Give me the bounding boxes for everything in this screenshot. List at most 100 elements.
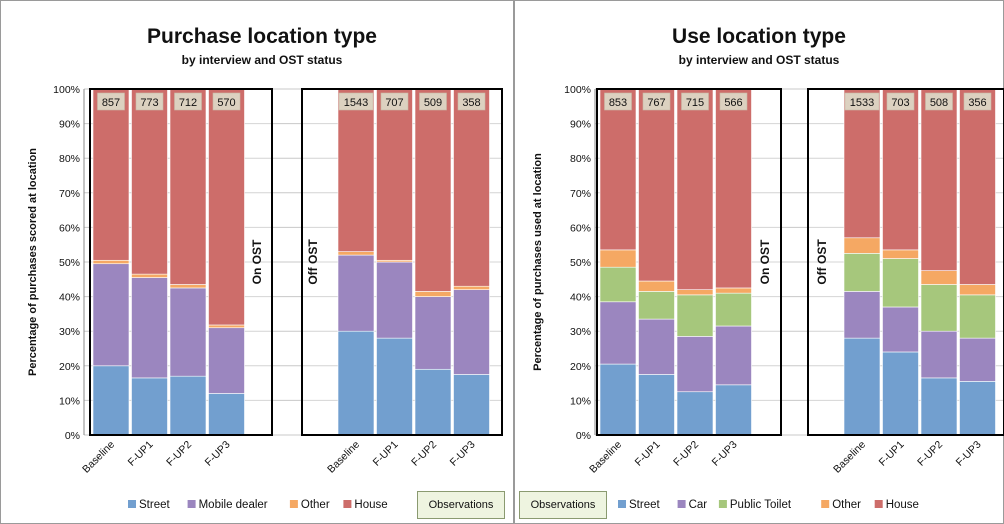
bar-segment-other-baseline (843, 237, 881, 254)
y-tick-label: 0% (65, 430, 80, 442)
x-tick-label: F-UP2 (671, 439, 701, 469)
bar-segment-other-f-up2 (676, 289, 714, 296)
x-tick-label: F-UP2 (164, 439, 194, 469)
bar-segment-other-f-up3 (959, 284, 996, 296)
count-label: 356 (968, 97, 986, 109)
count-label-box (604, 92, 632, 111)
bar-segment-street-baseline (337, 330, 375, 436)
bar-segment-other-f-up3 (208, 324, 245, 329)
bar-segment-car-f-up1 (638, 318, 675, 375)
count-label-box (719, 92, 748, 111)
y-tick-label: 40% (570, 292, 591, 304)
bar-segment-house-f-up2 (414, 88, 452, 292)
y-tick-label: 30% (570, 326, 591, 338)
use-chart-panel: Use location type by interview and OST st… (515, 0, 1004, 524)
y-tick-label: 30% (59, 326, 80, 338)
y-tick-label: 80% (59, 153, 80, 165)
count-label-box (681, 92, 709, 111)
bar-segment-street-f-up2 (676, 391, 714, 436)
count-label: 570 (217, 97, 235, 109)
bar-segment-public-toilet-f-up2 (676, 294, 714, 337)
y-tick-label: 60% (59, 222, 80, 234)
y-tick-label: 100% (53, 84, 80, 96)
bar-segment-house-f-up3 (715, 88, 752, 289)
y-tick-label: 80% (570, 153, 591, 165)
y-axis-label: Percentage of purchases scored at locati… (27, 148, 39, 376)
bar-segment-car-f-up2 (920, 330, 958, 379)
y-tick-label: 40% (59, 292, 80, 304)
panel-divider (513, 0, 515, 524)
bar-segment-public-toilet-f-up2 (920, 284, 958, 332)
count-label-box (380, 92, 409, 111)
count-label: 857 (102, 97, 120, 109)
legend-swatch-public-toilet (718, 500, 727, 508)
bar-segment-mobile-dealer-f-up1 (376, 261, 413, 339)
bar-segment-street-baseline (599, 363, 637, 436)
bar-segment-mobile-dealer-f-up1 (131, 277, 168, 379)
bar-segment-street-baseline (92, 365, 130, 436)
x-tick-label: F-UP3 (203, 439, 233, 469)
bar-segment-car-f-up1 (882, 306, 919, 353)
bar-segment-house-f-up2 (676, 88, 714, 290)
bar-segment-house-f-up1 (882, 88, 919, 251)
bar-segment-car-f-up2 (676, 336, 714, 393)
bar-segment-other-f-up2 (414, 291, 452, 297)
legend-swatch-street (128, 500, 136, 508)
bar-segment-street-f-up3 (959, 381, 996, 436)
bar-segment-car-baseline (599, 301, 637, 365)
group-box-border (301, 88, 503, 436)
legend-label: Street (629, 499, 660, 511)
x-tick-label: F-UP2 (409, 439, 439, 469)
bar-segment-street-f-up3 (715, 384, 752, 436)
bar-segment-house-baseline (599, 88, 637, 251)
group-label: On OST (758, 239, 772, 284)
count-label-box (419, 92, 447, 111)
bar-segment-other-baseline (337, 251, 375, 256)
group-box-border (89, 88, 273, 436)
group-label: Off OST (815, 239, 829, 285)
y-axis-label: Percentage of purchases used at location (532, 153, 544, 371)
bar-segment-street-f-up1 (376, 337, 413, 436)
bar-segment-car-f-up3 (959, 337, 996, 382)
y-tick-label: 0% (576, 430, 591, 442)
x-tick-label: F-UP3 (954, 439, 984, 469)
group-label: Off OST (306, 239, 320, 285)
legend-label: House (886, 499, 919, 511)
chart-title: Purchase location type (147, 25, 377, 48)
bar-segment-car-baseline (843, 291, 881, 339)
count-label: 358 (462, 97, 480, 109)
y-tick-label: 100% (564, 84, 591, 96)
bar-segment-house-baseline (843, 88, 881, 239)
bar-segment-other-f-up2 (169, 284, 207, 289)
legend-label: Other (301, 499, 330, 511)
bar-segment-house-f-up3 (208, 88, 245, 326)
bar-segment-other-baseline (92, 259, 130, 265)
y-tick-label: 90% (570, 119, 591, 131)
bar-segment-public-toilet-baseline (599, 266, 637, 303)
bar-segment-house-f-up1 (376, 88, 413, 261)
legend-swatch-other (821, 500, 830, 508)
count-label-box (886, 92, 915, 111)
bar-segment-other-f-up1 (638, 280, 675, 292)
bar-segment-street-f-up2 (169, 375, 207, 436)
observations-button[interactable]: Observations (519, 491, 607, 519)
bar-segment-public-toilet-baseline (843, 253, 881, 292)
y-tick-label: 20% (570, 361, 591, 373)
bar-segment-street-f-up3 (453, 374, 490, 436)
count-label-box (174, 92, 202, 111)
x-tick-label: F-UP2 (915, 439, 945, 469)
y-tick-label: 20% (59, 361, 80, 373)
purchase-chart-panel: Purchase location type by interview and O… (27, 25, 505, 519)
bar-segment-car-f-up3 (715, 325, 752, 386)
x-tick-label: F-UP1 (126, 439, 156, 469)
observations-button[interactable]: Observations (417, 491, 505, 519)
bar-segment-mobile-dealer-f-up2 (169, 287, 207, 377)
count-label: 509 (424, 97, 442, 109)
group-box-border (807, 88, 1004, 436)
count-label: 566 (724, 97, 742, 109)
count-label: 703 (891, 97, 909, 109)
x-tick-label: Baseline (831, 439, 868, 476)
legend-label: House (354, 499, 387, 511)
x-tick-label: Baseline (325, 439, 362, 476)
count-label-box (212, 92, 241, 111)
